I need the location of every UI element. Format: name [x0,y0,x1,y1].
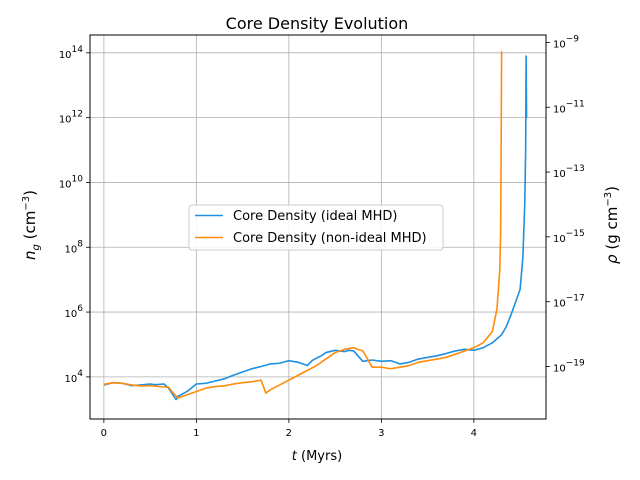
x-tick-label-1: 1 [193,428,199,439]
y-axis-right-label: ρ (g cm−3) [603,186,621,264]
y-left-tick-label-4: 104 [65,369,84,385]
legend-label-non-ideal-mhd: Core Density (non-ideal MHD) [233,231,427,246]
y-right-label-var: ρ [603,254,621,264]
y-right-tick-label--17: 10−17 [553,294,585,310]
y-left-tick-label-10: 1010 [59,174,83,190]
y-left-label-var: n [21,250,39,260]
legend-label-ideal-mhd: Core Density (ideal MHD) [233,209,398,224]
y-left-label-unit: (cm [21,211,39,244]
x-axis-label-var: t [292,449,298,464]
y-left-tick-label-6: 106 [65,304,84,320]
y-left-tick-label-8: 108 [65,239,84,255]
x-tick-label-3: 3 [378,428,384,439]
x-axis-label: t (Myrs) [292,449,342,464]
y-right-label-exp: −3 [603,192,614,207]
y-right-label-close: ) [603,186,621,192]
y-left-label-close: ) [21,190,39,196]
x-tick-label-4: 4 [471,428,477,439]
x-tick-label-0: 0 [101,428,107,439]
y-left-tick-label-14: 1014 [59,45,83,61]
x-tick-label-2: 2 [286,428,292,439]
y-left-label-sub: g [31,244,42,250]
y-right-tick-label--15: 10−15 [553,229,585,245]
plot-frame [89,34,547,420]
chart-title: Core Density Evolution [226,14,409,33]
y-right-tick-label--13: 10−13 [553,164,585,180]
y-right-label-unit: (g cm [603,207,621,255]
y-right-tick-label--9: 10−9 [553,34,579,50]
x-axis-label-unit: (Myrs) [297,449,342,464]
legend-box [188,204,444,251]
y-right-tick-label--19: 10−19 [553,359,585,375]
y-left-label-exp: −3 [21,196,32,211]
y-left-tick-label-12: 1012 [59,110,83,126]
series-layer [103,51,528,401]
ticks: 0 1 2 3 4 104 106 108 1010 1012 1014 10−19 10−17 10−1… [59,34,585,439]
legend: Core Density (ideal MHD) Core Density (n… [188,204,444,251]
series-line-non-ideal-mhd [103,51,503,399]
y-axis-left-label: ng (cm−3) [21,190,42,260]
y-right-tick-label--11: 10−11 [553,99,585,115]
